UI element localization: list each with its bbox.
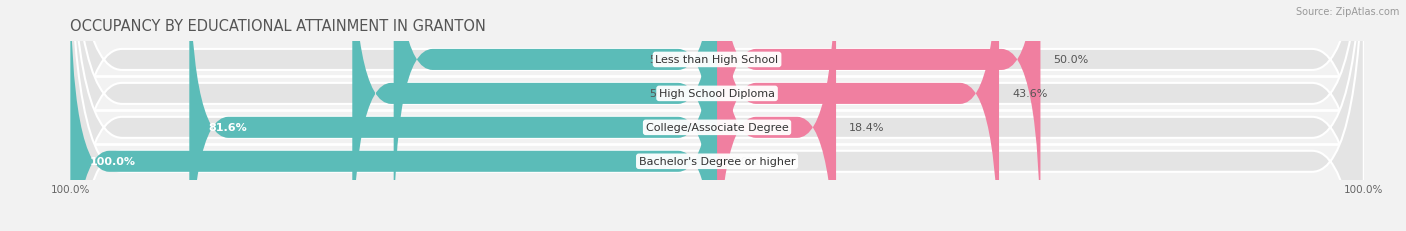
Text: 50.0%: 50.0% [650, 55, 685, 65]
FancyBboxPatch shape [717, 0, 1040, 231]
Text: 56.4%: 56.4% [650, 89, 685, 99]
Text: 43.6%: 43.6% [1012, 89, 1047, 99]
Text: 81.6%: 81.6% [208, 123, 247, 133]
Text: 50.0%: 50.0% [1053, 55, 1088, 65]
Text: College/Associate Degree: College/Associate Degree [645, 123, 789, 133]
Text: 100.0%: 100.0% [90, 157, 136, 167]
FancyBboxPatch shape [70, 0, 1364, 231]
FancyBboxPatch shape [394, 0, 717, 231]
FancyBboxPatch shape [717, 0, 1000, 231]
Text: High School Diploma: High School Diploma [659, 89, 775, 99]
FancyBboxPatch shape [70, 0, 717, 231]
Text: 0.0%: 0.0% [730, 157, 758, 167]
FancyBboxPatch shape [70, 0, 1364, 231]
FancyBboxPatch shape [70, 0, 1364, 231]
Text: Source: ZipAtlas.com: Source: ZipAtlas.com [1295, 7, 1399, 17]
FancyBboxPatch shape [190, 0, 717, 231]
Text: Bachelor's Degree or higher: Bachelor's Degree or higher [638, 157, 796, 167]
FancyBboxPatch shape [353, 0, 717, 231]
Text: OCCUPANCY BY EDUCATIONAL ATTAINMENT IN GRANTON: OCCUPANCY BY EDUCATIONAL ATTAINMENT IN G… [70, 18, 486, 33]
Text: 18.4%: 18.4% [849, 123, 884, 133]
FancyBboxPatch shape [717, 0, 837, 231]
FancyBboxPatch shape [70, 0, 1364, 231]
Text: Less than High School: Less than High School [655, 55, 779, 65]
